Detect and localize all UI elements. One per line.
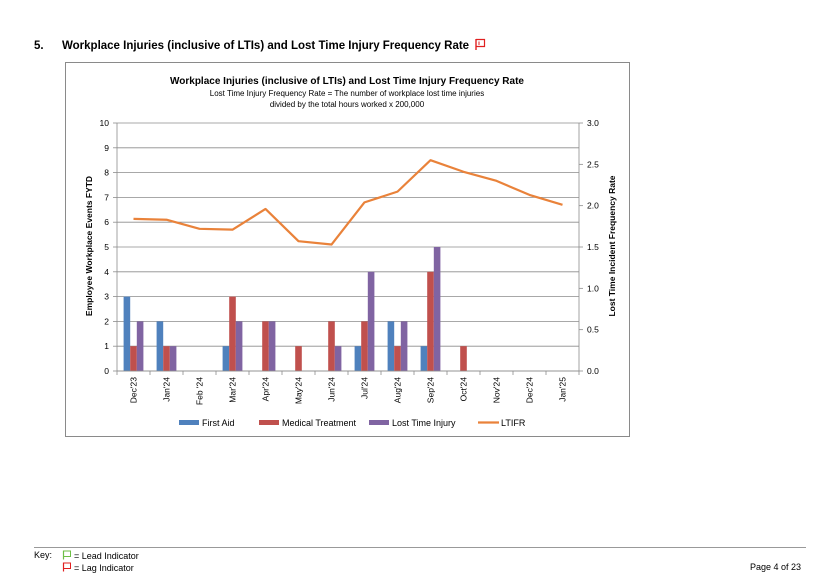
bar-lost-time-injury — [400, 321, 408, 371]
y2-axis-label: Lost Time Incident Frequency Rate — [607, 175, 617, 316]
section-heading: 5. Workplace Injuries (inclusive of LTIs… — [34, 38, 487, 54]
y2-tick-label: 2.5 — [587, 159, 599, 169]
y-tick-label: 5 — [104, 242, 109, 252]
y-tick-label: 1 — [104, 341, 109, 351]
x-tick-label: Nov'24 — [492, 377, 502, 403]
key-lead-row: = Lead Indicator — [62, 550, 139, 562]
section-title: Workplace Injuries (inclusive of LTIs) a… — [62, 40, 470, 52]
y-tick-label: 7 — [104, 192, 109, 202]
key-lead-text: = Lead Indicator — [74, 551, 139, 561]
bar-lost-time-injury — [136, 321, 144, 371]
x-tick-label: Jan'25 — [558, 377, 568, 402]
y2-tick-label: 3.0 — [587, 118, 599, 128]
x-tick-label: Dec'24 — [525, 377, 535, 403]
legend-label: LTIFR — [501, 418, 526, 428]
lead-indicator-flag-icon — [62, 550, 74, 562]
bar-lost-time-injury — [169, 346, 177, 371]
legend-swatch — [369, 420, 389, 425]
bar-lost-time-injury — [367, 271, 375, 371]
x-tick-label: May'24 — [294, 377, 304, 404]
y2-tick-label: 1.0 — [587, 283, 599, 293]
x-tick-label: Aug'24 — [393, 377, 403, 403]
y2-tick-label: 0.5 — [587, 325, 599, 335]
key-lag-row: = Lag Indicator — [62, 562, 134, 574]
x-tick-label: Feb '24 — [195, 377, 205, 405]
y-tick-label: 0 — [104, 366, 109, 376]
section-number: 5. — [34, 40, 44, 52]
chart-container: Workplace Injuries (inclusive of LTIs) a… — [65, 62, 630, 437]
key-lag-text: = Lag Indicator — [74, 563, 134, 573]
x-tick-label: Jan'24 — [162, 377, 172, 402]
footer-divider — [34, 547, 806, 548]
y-tick-label: 4 — [104, 267, 109, 277]
legend-label: Lost Time Injury — [392, 418, 456, 428]
x-tick-label: Sep'24 — [426, 377, 436, 403]
bar-medical-treatment — [394, 346, 401, 371]
legend-swatch — [179, 420, 199, 425]
bar-first-aid — [420, 346, 428, 371]
plot-area: 0 1 2 3 4 5 6 7 8 9 10 0.0 0.5 1.0 1.5 2.0 2.5 3.0 Dec'23 J… — [100, 118, 600, 428]
lag-indicator-flag-icon — [474, 38, 487, 54]
bar-first-aid — [123, 296, 131, 371]
key-label: Key: — [34, 550, 53, 560]
legend-label: First Aid — [202, 418, 235, 428]
x-tick-label: Dec'23 — [129, 377, 139, 403]
legend-label: Medical Treatment — [282, 418, 357, 428]
x-tick-label: Apr'24 — [261, 377, 271, 402]
page-number: Page 4 of 23 — [749, 562, 801, 572]
y-tick-label: 10 — [100, 118, 110, 128]
x-tick-label: Jun'24 — [327, 377, 337, 402]
y-tick-label: 8 — [104, 168, 109, 178]
bar-medical-treatment — [130, 346, 137, 371]
bar-medical-treatment — [295, 346, 302, 371]
workplace-injuries-chart: Workplace Injuries (inclusive of LTIs) a… — [84, 76, 617, 428]
bar-medical-treatment — [361, 321, 368, 371]
bar-first-aid — [222, 346, 230, 371]
y2-tick-label: 2.0 — [587, 201, 599, 211]
bar-medical-treatment — [229, 296, 236, 371]
lag-indicator-flag-icon — [62, 562, 74, 574]
y-tick-label: 3 — [104, 292, 109, 302]
bar-lost-time-injury — [433, 247, 441, 371]
bar-lost-time-injury — [268, 321, 276, 371]
chart-subtitle-line-1: Lost Time Injury Frequency Rate = The nu… — [210, 89, 484, 98]
bar-first-aid — [354, 346, 362, 371]
x-tick-label: Jul'24 — [360, 377, 370, 399]
chart-title: Workplace Injuries (inclusive of LTIs) a… — [170, 76, 524, 87]
bar-first-aid — [387, 321, 395, 371]
bar-medical-treatment — [460, 346, 467, 371]
x-tick-label: Mar'24 — [228, 377, 238, 403]
bar-lost-time-injury — [334, 346, 342, 371]
bar-first-aid — [156, 321, 164, 371]
y-tick-label: 9 — [104, 143, 109, 153]
bar-lost-time-injury — [235, 321, 243, 371]
chart-subtitle-line-2: divided by the total hours worked x 200,… — [270, 100, 425, 109]
y-tick-label: 6 — [104, 217, 109, 227]
ltifr-line — [133, 159, 563, 246]
bar-medical-treatment — [328, 321, 335, 371]
bar-medical-treatment — [427, 271, 434, 371]
x-tick-label: Oct'24 — [459, 377, 469, 402]
y2-tick-label: 1.5 — [587, 242, 599, 252]
y2-tick-label: 0.0 — [587, 366, 599, 376]
bar-medical-treatment — [262, 321, 269, 371]
y-tick-label: 2 — [104, 316, 109, 326]
legend-swatch — [259, 420, 279, 425]
y-axis-label: Employee Workplace Events FYTD — [84, 176, 94, 316]
bar-medical-treatment — [163, 346, 170, 371]
